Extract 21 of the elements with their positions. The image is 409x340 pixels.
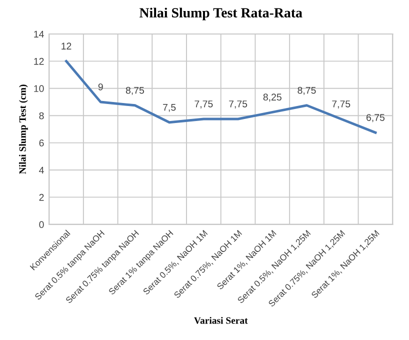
y-tick-label: 8: [39, 112, 44, 120]
y-tick-label: 4: [39, 166, 44, 174]
chart-title: Nilai Slump Test Rata-Rata: [140, 8, 302, 20]
data-label: 7,5: [163, 104, 176, 112]
data-label: 7,75: [194, 100, 213, 109]
x-axis-title: Variasi Serat: [194, 316, 248, 324]
data-label: 8,75: [126, 86, 144, 95]
data-label: 8,25: [263, 94, 282, 102]
y-axis-title: Nilai Slump Test (cm): [19, 84, 28, 174]
y-tick-label: 6: [39, 140, 44, 146]
y-tick-label: 14: [34, 30, 44, 38]
data-label: 7,75: [332, 100, 350, 109]
data-label: 6,75: [366, 114, 385, 122]
y-tick-label: 12: [34, 58, 44, 65]
data-label: 8,75: [298, 86, 316, 95]
data-label: 9: [98, 83, 103, 90]
y-tick-label: 2: [39, 194, 44, 201]
data-label: 12: [62, 42, 72, 50]
y-tick-label: 10: [34, 85, 44, 92]
y-tick-label: 0: [39, 221, 44, 228]
data-label: 7,75: [229, 100, 248, 109]
